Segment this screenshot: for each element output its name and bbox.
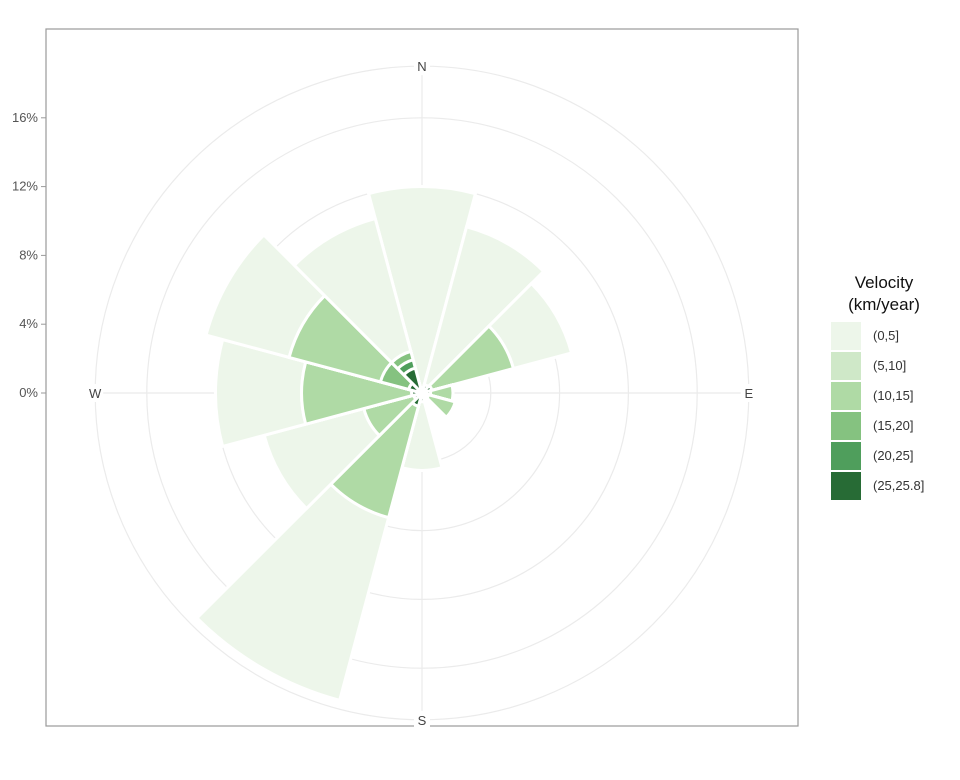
direction-label-bg xyxy=(740,384,757,402)
direction-labels: N E S W xyxy=(87,57,757,729)
sector-330-bin-5 xyxy=(401,366,425,399)
legend-key xyxy=(831,442,861,470)
radial-tick-label: 4% xyxy=(19,316,38,331)
sector-60-bin-2 xyxy=(416,323,516,396)
direction-label-w: W xyxy=(89,386,102,401)
legend: Velocity (km/year) (0,5] (5,10] (10,15] (15… xyxy=(831,273,924,500)
legend-label: (20,25] xyxy=(873,448,913,463)
wind-sectors xyxy=(194,185,574,703)
direction-label-n: N xyxy=(417,59,426,74)
legend-title-line1: Velocity xyxy=(855,273,914,292)
direction-label-s: S xyxy=(418,713,427,728)
radial-tick-label: 12% xyxy=(12,179,38,194)
legend-key xyxy=(831,352,861,380)
direction-label-bg xyxy=(414,57,430,76)
legend-key xyxy=(831,412,861,440)
direction-label-e: E xyxy=(744,386,753,401)
sector-120-bin-2 xyxy=(416,390,458,420)
legend-label: (5,10] xyxy=(873,358,906,373)
radial-tick-label: 0% xyxy=(19,385,38,400)
legend-key xyxy=(831,382,861,410)
direction-label-bg xyxy=(414,710,430,729)
legend-label: (0,5] xyxy=(873,328,899,343)
sector-330-bin-0 xyxy=(292,216,425,399)
sector-0-bin-0 xyxy=(366,185,478,399)
sector-30-bin-0 xyxy=(419,225,546,399)
direction-label-bg xyxy=(87,384,104,402)
radial-axis-labels: 0% 4% 8% 12% 16% xyxy=(12,110,46,400)
legend-label: (15,20] xyxy=(873,418,913,433)
legend-label: (10,15] xyxy=(873,388,913,403)
radial-tick-label: 8% xyxy=(19,247,38,262)
legend-key xyxy=(831,472,861,500)
radial-tick-label: 16% xyxy=(12,110,38,125)
legend-key xyxy=(831,322,861,350)
legend-title-line2: (km/year) xyxy=(848,295,920,314)
legend-label: (25,25.8] xyxy=(873,478,924,493)
